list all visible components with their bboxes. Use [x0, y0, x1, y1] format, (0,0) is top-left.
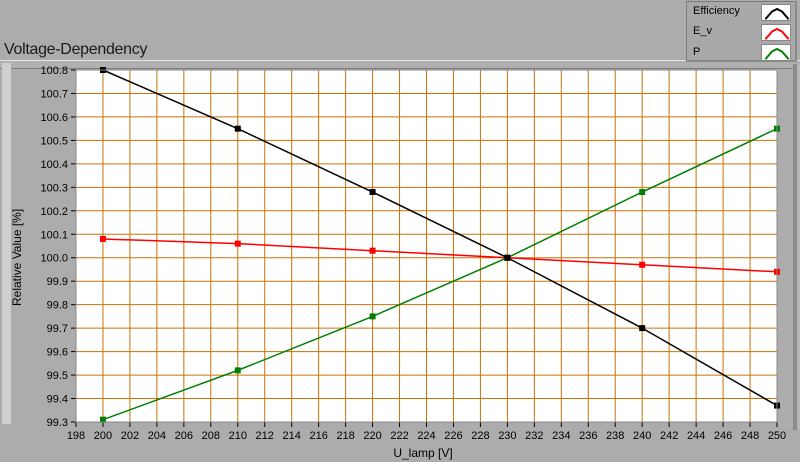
svg-text:248: 248: [741, 430, 759, 442]
svg-text:250: 250: [768, 430, 786, 442]
svg-text:99.5: 99.5: [47, 370, 68, 382]
svg-text:206: 206: [175, 430, 193, 442]
svg-text:240: 240: [633, 430, 651, 442]
svg-text:100.7: 100.7: [40, 88, 68, 100]
svg-text:234: 234: [552, 430, 570, 442]
svg-text:216: 216: [309, 430, 327, 442]
svg-text:226: 226: [444, 430, 462, 442]
svg-text:100.6: 100.6: [40, 112, 68, 124]
svg-text:218: 218: [336, 430, 354, 442]
svg-text:202: 202: [121, 430, 139, 442]
svg-text:212: 212: [256, 430, 274, 442]
svg-text:99.8: 99.8: [47, 300, 68, 312]
svg-text:230: 230: [498, 430, 516, 442]
svg-text:100.2: 100.2: [40, 206, 68, 218]
svg-text:232: 232: [525, 430, 543, 442]
svg-text:224: 224: [417, 430, 435, 442]
svg-text:100.8: 100.8: [40, 65, 68, 77]
svg-text:99.3: 99.3: [47, 417, 68, 429]
svg-text:236: 236: [579, 430, 597, 442]
svg-text:99.9: 99.9: [47, 276, 68, 288]
svg-text:200: 200: [94, 430, 112, 442]
svg-text:99.6: 99.6: [47, 347, 68, 359]
svg-text:242: 242: [660, 430, 678, 442]
svg-text:244: 244: [687, 430, 705, 442]
svg-text:222: 222: [390, 430, 408, 442]
svg-text:210: 210: [229, 430, 247, 442]
svg-text:100.1: 100.1: [40, 229, 68, 241]
svg-text:220: 220: [363, 430, 381, 442]
svg-text:208: 208: [202, 430, 220, 442]
svg-text:99.4: 99.4: [47, 394, 68, 406]
svg-text:100.3: 100.3: [40, 182, 68, 194]
svg-text:204: 204: [148, 430, 166, 442]
svg-text:238: 238: [606, 430, 624, 442]
svg-text:228: 228: [471, 430, 489, 442]
svg-text:198: 198: [67, 430, 85, 442]
svg-text:214: 214: [283, 430, 301, 442]
svg-text:246: 246: [714, 430, 732, 442]
svg-text:100.5: 100.5: [40, 135, 68, 147]
svg-text:99.7: 99.7: [47, 323, 68, 335]
svg-text:100.4: 100.4: [40, 159, 68, 171]
svg-text:100.0: 100.0: [40, 253, 68, 265]
